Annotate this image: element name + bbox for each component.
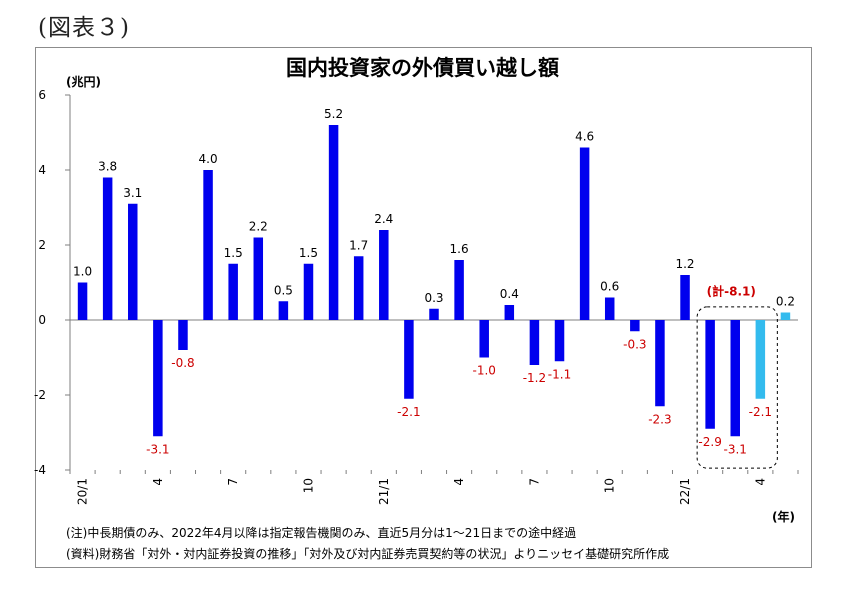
bar (128, 203, 138, 320)
x-tick-label: 22/1 (678, 478, 692, 505)
data-label: 2.4 (374, 212, 393, 226)
y-tick-label: 4 (38, 163, 46, 177)
data-label: -3.1 (146, 442, 169, 456)
data-label: 0.5 (274, 283, 293, 297)
x-axis-unit-label: (年) (772, 510, 795, 524)
bar (529, 320, 540, 365)
x-tick-label: 7 (226, 478, 240, 486)
data-label: 0.4 (500, 287, 519, 301)
x-tick-label: 20/1 (76, 478, 90, 505)
bar (228, 263, 238, 320)
bar (479, 320, 489, 358)
data-label: -2.1 (397, 405, 420, 419)
bar (153, 320, 163, 437)
data-label: 0.2 (776, 295, 795, 309)
y-tick-label: 6 (38, 88, 46, 102)
data-label: 5.2 (324, 107, 343, 121)
bar (203, 170, 213, 320)
data-label: 2.2 (249, 220, 268, 234)
footnote-source: (資料)財務省「対外・対内証券投資の推移」「対外及び対内証券売買契約等の状況」よ… (66, 547, 670, 561)
data-label: 0.6 (600, 280, 619, 294)
data-label: 4.0 (199, 152, 218, 166)
bar (604, 297, 615, 320)
data-label: -2.1 (749, 405, 772, 419)
bar (554, 320, 565, 362)
data-label: 4.6 (575, 130, 594, 144)
bar (680, 275, 690, 320)
data-label: -1.2 (523, 371, 546, 385)
data-label: 3.8 (98, 160, 117, 174)
y-tick-label: 2 (38, 238, 46, 252)
data-label: -2.9 (698, 435, 721, 449)
x-tick-label: 4 (753, 478, 767, 486)
x-tick-label: 4 (452, 478, 466, 486)
data-label: 1.5 (299, 246, 318, 260)
bar (730, 320, 740, 437)
data-label: -0.3 (623, 337, 646, 351)
x-tick-label: 10 (301, 478, 315, 493)
data-label: -3.1 (724, 442, 747, 456)
figure-label: (図表３) (38, 15, 130, 41)
bar (780, 312, 791, 320)
bar (178, 320, 188, 350)
bar (630, 320, 640, 332)
data-label: -1.1 (548, 367, 571, 381)
bar (102, 177, 113, 320)
x-tick-label: 4 (151, 478, 165, 486)
data-label: 1.6 (450, 242, 469, 256)
annotation-total-label: (計-8.1) (707, 284, 756, 299)
y-tick-label: -2 (34, 388, 46, 402)
bar (579, 147, 590, 320)
y-tick-label: -4 (34, 463, 46, 477)
bar (379, 230, 389, 320)
data-label: -1.0 (472, 364, 495, 378)
bar (755, 320, 766, 399)
bar (303, 263, 314, 320)
data-label: 0.3 (424, 291, 443, 305)
y-axis-unit-label: (兆円) (66, 75, 101, 89)
bar (404, 320, 414, 399)
data-label: -0.8 (171, 356, 194, 370)
footnote-note: (注)中長期債のみ、2022年4月以降は指定報告機関のみ、直近5月分は1～21日… (66, 526, 577, 540)
data-label: 1.7 (349, 238, 368, 252)
bar (429, 308, 439, 320)
bar (328, 125, 339, 320)
data-label: 1.5 (224, 246, 243, 260)
bar (504, 305, 515, 320)
chart-frame (35, 47, 812, 568)
x-tick-label: 21/1 (377, 478, 391, 505)
bar (705, 320, 715, 429)
data-label: 1.0 (73, 265, 92, 279)
bar (454, 260, 464, 320)
data-label: 3.1 (123, 186, 142, 200)
data-label: -2.3 (648, 412, 671, 426)
chart-title: 国内投資家の外債買い越し額 (286, 56, 559, 80)
x-tick-label: 7 (527, 478, 541, 486)
bar (278, 301, 289, 320)
annotation-group-box (696, 306, 778, 469)
bar (655, 320, 665, 407)
data-label: 1.2 (675, 257, 694, 271)
y-tick-label: 0 (38, 313, 46, 327)
bar (353, 256, 364, 320)
bar (77, 282, 88, 320)
bar (253, 237, 264, 320)
x-tick-label: 10 (603, 478, 617, 493)
